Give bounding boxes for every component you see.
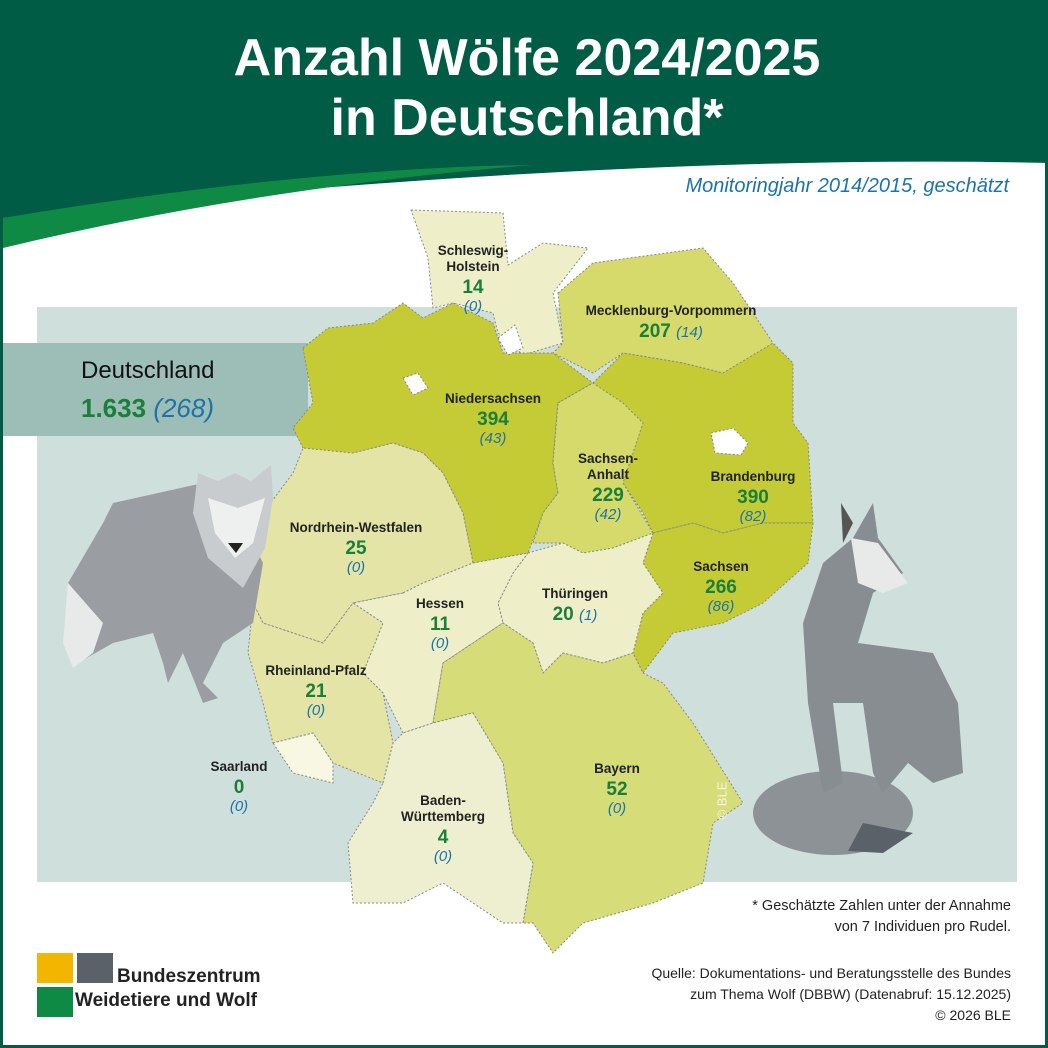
map-svg (3, 3, 1045, 954)
label-schleswig-holstein: Schleswig- Holstein 14 (0) (437, 243, 509, 315)
label-sachsen-anhalt: Sachsen- Anhalt 229 (42) (577, 451, 639, 523)
sheep-icon (37, 953, 73, 983)
wolf-right (753, 503, 963, 855)
subtitle: Monitoringjahr 2014/2015, geschätzt (685, 175, 1009, 197)
title-line-2: in Deutschland* (330, 89, 724, 147)
source: Quelle: Dokumentations- und Beratungsste… (651, 965, 1011, 1023)
wolf-icon (77, 953, 113, 983)
germany-count: 1.633 (81, 393, 147, 423)
label-mecklenburg-vorpommern: Mecklenburg-Vorpommern 207 (14) (585, 303, 757, 342)
city-bremen (402, 372, 429, 396)
state-schleswig-holstein (410, 209, 589, 356)
germany-label: Deutschland (81, 357, 215, 384)
header-band (3, 3, 1045, 218)
label-sachsen: Sachsen 266 (86) (693, 559, 749, 615)
footnote: * Geschätzte Zahlen unter der Annahme von… (752, 898, 1011, 935)
watermark: © BLE (714, 781, 730, 820)
city-berlin (710, 427, 749, 456)
label-rheinland-pfalz: Rheinland-Pfalz 21 (0) (265, 663, 367, 719)
state-saarland (272, 732, 334, 784)
label-hessen: Hessen 11 (0) (415, 596, 465, 652)
label-baden-wuerttemberg: Baden- Württemberg 4 (0) (401, 793, 485, 865)
label-bayern: Bayern 52 (0) (594, 761, 640, 817)
state-bayern (432, 622, 744, 954)
city-hamburg (497, 324, 524, 356)
germany-value: 1.633 (268) (81, 393, 214, 424)
title-line-1: Anzahl Wölfe 2024/2025 (233, 29, 821, 87)
label-nordrhein-westfalen: Nordrhein-Westfalen 25 (0) (289, 520, 423, 576)
label-thueringen: Thüringen 20 (1) (542, 586, 608, 625)
label-niedersachsen: Niedersachsen 394 (43) (444, 391, 542, 447)
state-baden-wuerttemberg (347, 712, 534, 924)
header-swoosh (3, 165, 533, 248)
label-brandenburg: Brandenburg 390 (82) (710, 469, 796, 525)
label-saarland: Saarland 0 (0) (210, 759, 268, 815)
wolf-left (63, 465, 273, 703)
germany-total-box (3, 343, 308, 436)
grass-icon (37, 987, 73, 1017)
state-brandenburg (552, 342, 814, 534)
logo-text: Bundeszentrum Weidetiere und Wolf (75, 966, 261, 1011)
germany-sub: (268) (153, 393, 215, 423)
